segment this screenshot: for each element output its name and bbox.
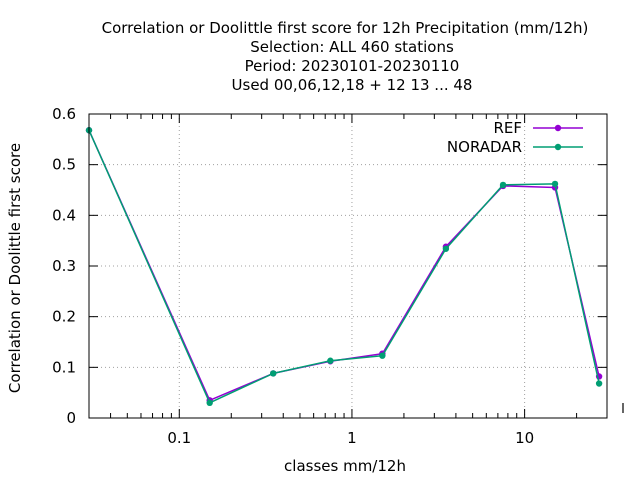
data-point-noradar	[206, 399, 213, 406]
legend-label-ref: REF	[493, 119, 522, 137]
chart-subtitle-period: Period: 20230101-20230110	[245, 57, 460, 75]
chart-subtitle-used: Used 00,06,12,18 + 12 13 ... 48	[232, 76, 473, 94]
chart-title-line: Correlation or Doolittle first score for…	[102, 19, 589, 37]
y-tick-label: 0.6	[52, 105, 76, 123]
ticks: 0 0.1 0.2 0.3 0.4 0.5 0.6 0.1 1 10	[52, 105, 607, 447]
data-point-noradar	[327, 357, 334, 364]
chart-subtitle-selection: Selection: ALL 460 stations	[250, 38, 454, 56]
series-noradar	[85, 127, 603, 406]
series-group	[85, 127, 603, 406]
y-axis-label: Correlation or Doolittle first score	[6, 143, 24, 393]
data-point-noradar	[595, 380, 603, 387]
series-ref	[85, 127, 603, 404]
plot-frame	[88, 113, 608, 419]
legend-marker-ref	[554, 124, 562, 132]
y-tick-label: 0.4	[52, 206, 76, 224]
x-axis-label: classes mm/12h	[284, 457, 406, 475]
minor-ticks	[110, 114, 624, 418]
data-point-noradar	[499, 181, 507, 189]
data-point-noradar	[379, 352, 386, 359]
x-tick-label: 10	[515, 429, 534, 447]
y-tick-label: 0.2	[52, 308, 76, 326]
data-point-noradar	[551, 180, 559, 188]
data-point-noradar	[442, 245, 450, 252]
data-point-noradar	[270, 370, 277, 377]
y-tick-label: 0	[66, 409, 76, 427]
x-tick-label: 0.1	[167, 429, 191, 447]
y-tick-label: 0.3	[52, 257, 76, 275]
chart-title: Correlation or Doolittle first score for…	[102, 19, 589, 94]
legend-marker-noradar	[554, 143, 562, 151]
y-tick-label: 0.5	[52, 156, 76, 174]
y-tick-label: 0.1	[52, 358, 76, 376]
grid	[89, 114, 607, 418]
x-tick-label: 1	[347, 429, 357, 447]
legend-label-noradar: NORADAR	[447, 138, 522, 156]
